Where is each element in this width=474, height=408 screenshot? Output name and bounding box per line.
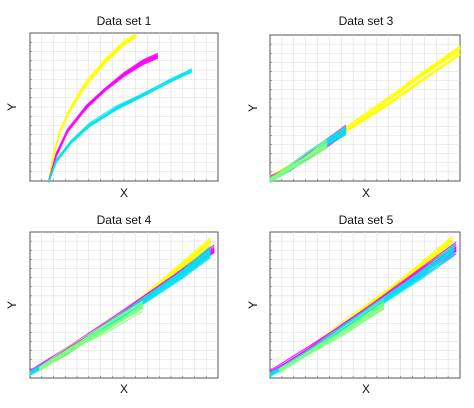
series-strand: [39, 302, 144, 369]
series-strand: [39, 308, 144, 370]
series-strand: [48, 57, 159, 183]
chart-title: Data set 4: [97, 213, 152, 227]
x-axis-label: X: [120, 382, 128, 396]
y-axis-label: Y: [246, 104, 260, 112]
x-axis-label: X: [362, 382, 370, 396]
panel-data-set-3: Data set 3 X Y: [246, 14, 461, 200]
series-line: [269, 139, 328, 184]
series-line: [48, 52, 159, 183]
series-group: [48, 33, 192, 183]
series-group: [269, 235, 457, 378]
series-line: [39, 300, 144, 372]
series-strand: [48, 69, 192, 183]
x-axis-label: X: [362, 186, 370, 200]
series-strand: [279, 302, 385, 372]
series-group: [269, 45, 461, 184]
panel-data-set-4: Data set 4 X Y: [5, 213, 219, 396]
panel-data-set-5: Data set 5 X Y: [246, 213, 461, 396]
series-strand: [39, 300, 144, 369]
grid: [270, 232, 460, 378]
panel-data-set-1: Data set 1 X Y: [5, 14, 219, 200]
y-axis-label: Y: [5, 103, 19, 111]
series-strand: [48, 52, 159, 183]
chart-title: Data set 3: [339, 14, 394, 28]
y-axis-label: Y: [246, 301, 260, 309]
x-axis-label: X: [120, 186, 128, 200]
series-line: [279, 298, 385, 374]
grid: [30, 232, 218, 378]
chart-title: Data set 5: [339, 213, 394, 227]
series-line: [48, 33, 136, 182]
y-axis-label: Y: [5, 301, 19, 309]
series-line: [48, 68, 192, 183]
series-strand: [269, 139, 328, 182]
series-group: [29, 237, 215, 377]
series-strand: [48, 37, 136, 181]
grid: [30, 33, 218, 181]
chart-title: Data set 1: [97, 14, 152, 28]
